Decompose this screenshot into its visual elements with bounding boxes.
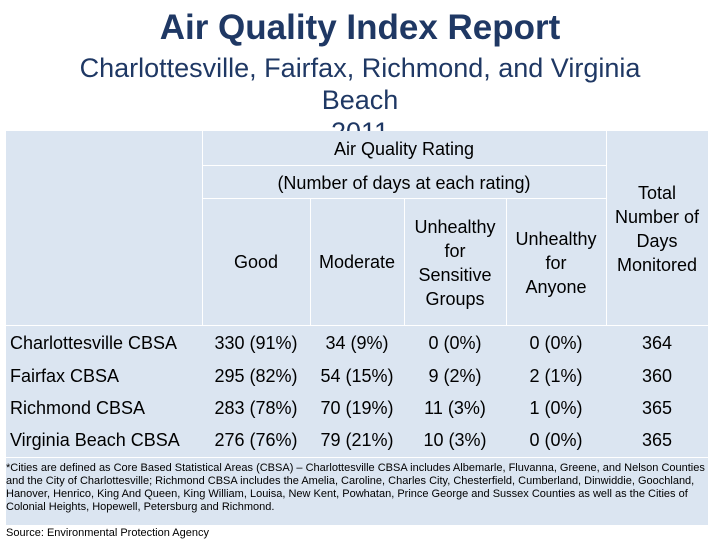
row-label: Fairfax CBSA bbox=[10, 366, 120, 386]
unhealthy-cell: 1 (0%) bbox=[529, 398, 583, 418]
total-cell: 365 bbox=[641, 398, 673, 418]
usg-line-4: Groups bbox=[425, 289, 485, 309]
usg-cell: 0 (0%) bbox=[428, 333, 482, 353]
usg-line-2: for bbox=[444, 241, 466, 261]
group-subheader-rating: (Number of days at each rating) bbox=[277, 173, 531, 193]
column-header-unhealthy: Unhealthy for Anyone bbox=[506, 227, 606, 299]
group-header-rating: Air Quality Rating bbox=[333, 139, 475, 159]
source-credit: Source: Environmental Protection Agency bbox=[6, 527, 214, 539]
total-line-2: Number of bbox=[614, 207, 700, 227]
air-quality-table: Air Quality Rating (Number of days at ea… bbox=[6, 131, 708, 525]
row-label: Charlottesville CBSA bbox=[10, 333, 178, 353]
usg-cell: 11 (3%) bbox=[424, 398, 486, 418]
total-cell: 360 bbox=[641, 366, 673, 386]
moderate-cell: 79 (21%) bbox=[320, 430, 394, 450]
total-line-4: Monitored bbox=[616, 255, 698, 275]
unhealthy-line-2: for bbox=[545, 253, 567, 273]
column-header-usg: Unhealthy for Sensitive Groups bbox=[404, 215, 506, 311]
moderate-cell: 54 (15%) bbox=[320, 366, 394, 386]
usg-line-3: Sensitive bbox=[418, 265, 492, 285]
total-line-1: Total bbox=[637, 183, 677, 203]
unhealthy-cell: 0 (0%) bbox=[529, 333, 583, 353]
subtitle-line-1: Charlottesville, Fairfax, Richmond, and … bbox=[79, 53, 641, 115]
total-cell: 364 bbox=[641, 333, 673, 353]
total-cell: 365 bbox=[641, 430, 673, 450]
good-cell: 283 (78%) bbox=[214, 398, 298, 418]
column-header-total: Total Number of Days Monitored bbox=[606, 181, 708, 277]
total-line-3: Days bbox=[636, 231, 678, 251]
moderate-cell: 70 (19%) bbox=[320, 398, 394, 418]
unhealthy-cell: 0 (0%) bbox=[529, 430, 583, 450]
column-header-moderate: Moderate bbox=[318, 252, 396, 272]
usg-cell: 9 (2%) bbox=[428, 366, 482, 386]
moderate-cell: 34 (9%) bbox=[325, 333, 389, 353]
unhealthy-line-1: Unhealthy bbox=[515, 229, 597, 249]
usg-cell: 10 (3%) bbox=[423, 430, 487, 450]
footnote: *Cities are defined as Core Based Statis… bbox=[6, 462, 705, 513]
unhealthy-line-3: Anyone bbox=[525, 277, 587, 297]
good-cell: 330 (91%) bbox=[214, 333, 298, 353]
report-subtitle: Charlottesville, Fairfax, Richmond, and … bbox=[60, 52, 660, 148]
usg-line-1: Unhealthy bbox=[414, 217, 496, 237]
good-cell: 295 (82%) bbox=[214, 366, 298, 386]
unhealthy-cell: 2 (1%) bbox=[529, 366, 583, 386]
row-label: Virginia Beach CBSA bbox=[10, 430, 180, 450]
row-label: Richmond CBSA bbox=[10, 398, 146, 418]
column-header-good: Good bbox=[233, 252, 279, 272]
good-cell: 276 (76%) bbox=[214, 430, 298, 450]
report-title: Air Quality Index Report bbox=[159, 8, 561, 47]
